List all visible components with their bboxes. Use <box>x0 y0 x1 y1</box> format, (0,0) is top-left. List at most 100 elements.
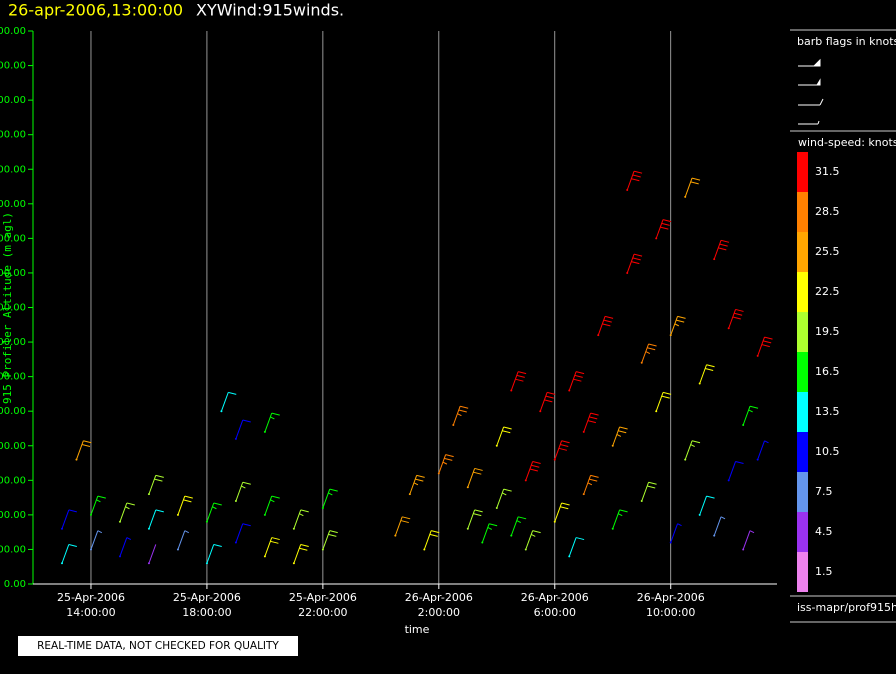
barb-flag <box>618 430 627 434</box>
barb-dot <box>60 562 63 565</box>
y-tick-label: 7500.00 <box>0 61 26 72</box>
wind-barb <box>452 405 469 427</box>
barb-flag <box>631 261 640 265</box>
barb-flag <box>155 474 164 478</box>
wind-barb <box>742 530 755 551</box>
barb-staff <box>699 495 708 516</box>
wind-barb <box>568 371 585 392</box>
barb-flag <box>647 347 656 351</box>
wind-barb <box>597 315 614 337</box>
barb-flag <box>575 371 585 375</box>
barb-flag <box>590 474 599 478</box>
wind-barb <box>147 509 164 530</box>
barb-flag <box>705 368 714 371</box>
barb-dot <box>321 548 324 551</box>
wind-barb <box>495 426 512 447</box>
barb-staff <box>699 364 708 384</box>
barb-dot <box>481 541 484 544</box>
barb-staff <box>641 343 650 363</box>
barb-staff <box>742 406 751 426</box>
barb-dot <box>452 424 455 427</box>
note-box <box>18 636 298 656</box>
wind-barb <box>669 315 686 337</box>
wind-barb <box>176 495 193 516</box>
y-tick-label: 7000.00 <box>0 95 26 106</box>
barb-flag <box>662 219 672 223</box>
barb-staff <box>757 336 765 357</box>
color-cell <box>797 472 808 512</box>
barb-flag <box>503 426 512 430</box>
barb-flag <box>212 506 217 510</box>
y-axis-label: 915 Profiler Altitude (m agl) <box>1 212 14 404</box>
barb-legend-icons <box>798 58 824 125</box>
barb-dot <box>582 493 585 496</box>
barb-staff <box>264 412 273 433</box>
color-label: 7.5 <box>815 485 833 498</box>
barb-flag <box>429 533 438 537</box>
barb-flag <box>706 364 715 368</box>
barb-dot <box>727 327 730 330</box>
barb-flag <box>573 378 582 382</box>
barb-flag <box>647 485 656 489</box>
barb-flag <box>589 478 598 482</box>
barb-dot <box>655 410 658 413</box>
barb-legend-title: barb flags in knots <box>797 35 896 48</box>
y-tick-label: 8000.00 <box>0 26 26 37</box>
barb-staff <box>525 530 534 550</box>
barb-dot <box>611 527 614 530</box>
barb-flag <box>560 506 569 510</box>
barb-staff <box>409 475 418 495</box>
barb-dot <box>234 541 237 544</box>
barb-flag <box>558 447 567 451</box>
y-tick-label: 5000.00 <box>0 233 26 244</box>
barb-dot <box>655 237 658 240</box>
wind-barb <box>292 543 309 565</box>
barb-flag <box>473 513 482 517</box>
barb-flag <box>732 316 741 320</box>
barb-dot <box>220 410 223 413</box>
wind-barb <box>89 530 103 551</box>
barb-staff <box>322 488 331 509</box>
barb-flag <box>648 343 657 347</box>
wind-barb <box>539 391 556 413</box>
wind-barb <box>423 530 440 551</box>
wind-barb <box>553 440 570 461</box>
barb-flag <box>125 506 130 510</box>
barb-staff <box>496 488 505 509</box>
barb-flag <box>458 409 467 413</box>
wind-barb <box>742 405 759 427</box>
barb-flag <box>660 226 669 230</box>
barb-flag <box>633 253 643 257</box>
wind-barb <box>466 467 483 489</box>
barb-staff <box>655 219 664 239</box>
y-tick-label: 2500.00 <box>0 406 26 417</box>
wind-barb <box>437 454 454 475</box>
barb-dot <box>147 527 150 530</box>
barb-flag <box>515 378 524 382</box>
wind-barb <box>698 364 715 385</box>
y-tick-label: 1000.00 <box>0 510 26 521</box>
barb-dot <box>234 437 237 440</box>
barb-staff <box>742 530 751 550</box>
barb-staff <box>626 171 635 191</box>
wind-barb <box>510 516 527 537</box>
wind-barb <box>220 391 237 413</box>
y-tick-label: 5500.00 <box>0 199 26 210</box>
barb-staff <box>467 468 476 488</box>
wind-barb <box>698 495 715 516</box>
barb-dot <box>669 541 672 544</box>
barb-staff <box>90 530 99 550</box>
barb-flag <box>590 412 599 416</box>
barb-dot <box>582 430 585 433</box>
x-tick-label: 22:00:00 <box>298 606 347 619</box>
wind-barb <box>655 219 672 240</box>
barb-flag <box>561 440 570 444</box>
source-label: iss-mapr/prof915h <box>797 601 896 614</box>
barb-dot <box>626 188 629 191</box>
color-scale-title: wind-speed: knots <box>798 136 896 149</box>
barb-staff <box>61 509 70 529</box>
barb-staff <box>293 544 302 564</box>
barb-flag <box>645 351 651 354</box>
barb-flag <box>764 336 773 340</box>
